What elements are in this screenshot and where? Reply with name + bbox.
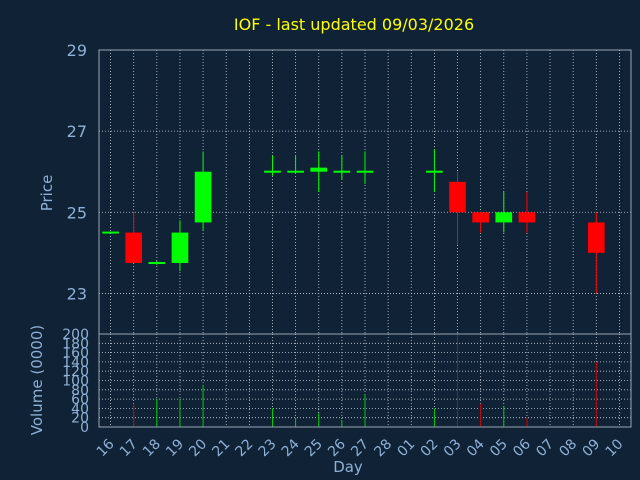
candlestick-series — [102, 149, 605, 294]
volume-tick-label: 160 — [62, 346, 89, 362]
axes — [98, 49, 632, 428]
day-tick-label: 18 — [140, 436, 164, 460]
day-tick-label: 21 — [209, 436, 233, 460]
candle-up — [426, 170, 443, 173]
day-tick-label: 08 — [556, 436, 580, 460]
day-tick-label: 10 — [603, 436, 627, 460]
day-tick-label: 03 — [441, 436, 465, 460]
chart-title: IOF - last updated 09/03/2026 — [234, 15, 474, 34]
price-grid — [99, 49, 631, 334]
volume-tick-label: 140 — [62, 355, 89, 371]
candle-down — [587, 222, 605, 253]
day-tick-label: 26 — [325, 436, 349, 460]
candle-up — [194, 171, 212, 223]
day-tick-label: 25 — [302, 436, 326, 460]
candle-up — [148, 262, 166, 264]
volume-tick-label: 40 — [71, 401, 89, 417]
day-tick-label: 28 — [371, 436, 395, 460]
day-tick-label: 19 — [163, 436, 187, 460]
volume-panel-frame — [98, 333, 632, 428]
day-tick-label: 22 — [233, 436, 257, 460]
volume-tick-label: 180 — [62, 336, 89, 352]
volume-tick-label: 200 — [62, 327, 89, 343]
candle-up — [310, 167, 328, 172]
candle-down — [449, 181, 466, 213]
candle-up — [495, 212, 513, 223]
day-tick-label: 01 — [394, 436, 418, 460]
day-tick-label: 27 — [348, 436, 372, 460]
candle-up — [102, 231, 119, 234]
candle-up — [171, 232, 189, 263]
candle-up — [287, 170, 304, 173]
day-tick-label: 17 — [117, 436, 141, 460]
day-tick-label: 06 — [510, 436, 534, 460]
volume-tick-label: 20 — [71, 411, 89, 427]
day-tick-label: 20 — [186, 436, 210, 460]
candle-up — [356, 170, 374, 173]
day-tick-label: 24 — [279, 436, 303, 460]
candle-down — [518, 212, 536, 223]
candle-up — [264, 170, 281, 173]
day-tick-label: 04 — [464, 436, 488, 460]
day-tick-label: 09 — [580, 436, 604, 460]
day-tick-label: 16 — [94, 436, 118, 460]
price-axis-label: Price — [38, 175, 56, 212]
day-axis-label: Day — [333, 458, 363, 476]
volume-tick-label: 120 — [62, 364, 89, 380]
price-tick-label: 27 — [67, 122, 87, 141]
volume-series — [133, 334, 597, 427]
price-tick-label: 29 — [67, 41, 87, 60]
volume-tick-label: 60 — [71, 392, 89, 408]
volume-tick-label: 100 — [62, 374, 89, 390]
day-tick-label: 07 — [533, 436, 557, 460]
price-tick-label: 23 — [67, 284, 87, 303]
day-tick-label: 02 — [418, 436, 442, 460]
volume-tick-label: 80 — [71, 383, 89, 399]
day-tick-label: 05 — [487, 436, 511, 460]
volume-axis-label: Volume (0000) — [28, 325, 46, 435]
candle-down — [472, 212, 489, 223]
price-tick-label: 25 — [67, 203, 87, 222]
candle-down — [125, 232, 143, 263]
candle-up — [333, 170, 351, 173]
volume-tick-label: 0 — [80, 420, 89, 436]
day-tick-label: 23 — [256, 436, 280, 460]
